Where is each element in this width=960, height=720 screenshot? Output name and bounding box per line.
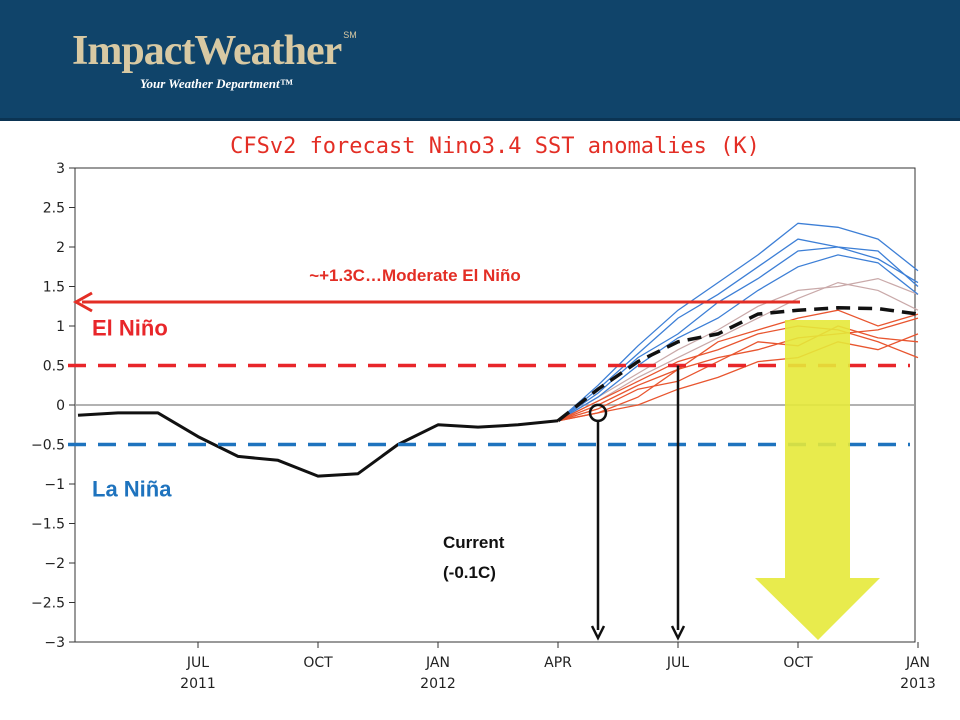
ensemble-member-grey — [557, 277, 919, 422]
y-tick-label: −1 — [44, 477, 65, 493]
y-tick-label: −0.5 — [31, 438, 65, 454]
x-tick-year-label: 2013 — [900, 676, 936, 692]
y-tick-label: 3 — [56, 161, 65, 177]
logo-service-mark: SM — [343, 30, 357, 40]
forecast-mean-line — [556, 306, 919, 423]
y-tick-label: −3 — [44, 635, 65, 651]
ensemble-member-blue — [557, 238, 919, 422]
y-tick-label: 0 — [56, 398, 65, 414]
future-arrow-head — [670, 625, 686, 641]
threshold-label: El Niño — [92, 316, 168, 341]
logo-text: ImpactWeather — [72, 28, 342, 74]
y-tick-label: −2.5 — [31, 596, 65, 612]
header-banner: ImpactWeather SM Your Weather Department™ — [0, 0, 960, 121]
threshold-lines: El Niño La Niña — [68, 316, 910, 502]
observed-line — [77, 411, 559, 478]
ensemble-members — [557, 222, 919, 422]
x-tick-label: JAN — [905, 655, 930, 671]
x-tick-label: JUL — [186, 655, 209, 671]
current-arrow-head — [590, 625, 606, 641]
y-tick-label: 2.5 — [43, 201, 65, 217]
ensemble-member-red — [557, 333, 919, 422]
y-tick-label: 0.5 — [43, 359, 65, 375]
annotations: ~+1.3C…Moderate El Niño Current (-0.1C) — [72, 266, 880, 641]
moderate-el-nino-label: ~+1.3C…Moderate El Niño — [309, 266, 521, 285]
chart-title: CFSv2 forecast Nino3.4 SST anomalies (K) — [230, 134, 760, 159]
y-tick-label: 1 — [56, 319, 65, 335]
moderate-arrow-head — [72, 291, 93, 313]
ensemble-member-red — [557, 325, 919, 422]
ensemble-member-blue — [557, 254, 919, 422]
y-tick-label: 2 — [56, 240, 65, 256]
tagline: Your Weather Department™ — [140, 76, 293, 91]
x-tick-label: OCT — [303, 655, 333, 671]
y-tick-label: 1.5 — [43, 280, 65, 296]
y-tick-label: −1.5 — [31, 517, 65, 533]
y-axis: −3 −2.5 −2 −1.5 −1 −0.5 0 0.5 1 1.5 2 2.5 3 — [31, 161, 75, 651]
x-tick-label: APR — [544, 655, 572, 671]
x-tick-label: JUL — [666, 655, 689, 671]
x-tick-label: JAN — [425, 655, 450, 671]
current-value-label: (-0.1C) — [443, 563, 496, 582]
observed-series — [77, 411, 559, 478]
logo: ImpactWeather SM Your Weather Department™ — [72, 28, 357, 91]
ensemble-member-red — [557, 309, 919, 422]
big-downward-arrow — [755, 320, 880, 640]
forecast-mean-series — [556, 306, 919, 423]
ensemble-member-red — [557, 325, 919, 422]
ensemble-member-grey — [557, 281, 919, 422]
x-tick-year-label: 2012 — [420, 676, 456, 692]
threshold-label: La Niña — [92, 477, 172, 502]
y-tick-label: −2 — [44, 556, 65, 572]
x-axis: JUL 2011 OCT JAN 2012 APR JUL OCT JAN 2013 — [180, 642, 936, 692]
x-tick-label: OCT — [783, 655, 813, 671]
x-tick-year-label: 2011 — [180, 676, 216, 692]
current-label: Current — [443, 533, 505, 552]
